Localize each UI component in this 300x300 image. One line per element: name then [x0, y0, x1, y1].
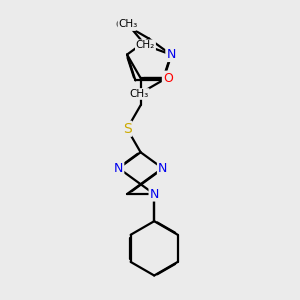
Text: CH₃: CH₃ [129, 89, 149, 99]
Text: CH₂: CH₂ [136, 40, 155, 50]
Text: N: N [149, 188, 159, 201]
Text: N: N [114, 162, 123, 175]
Text: S: S [123, 122, 131, 136]
Text: N: N [158, 162, 167, 175]
Text: O: O [163, 72, 173, 85]
Text: N: N [166, 48, 176, 61]
Text: CH₃: CH₃ [118, 20, 138, 29]
Text: CH₃: CH₃ [116, 20, 135, 30]
